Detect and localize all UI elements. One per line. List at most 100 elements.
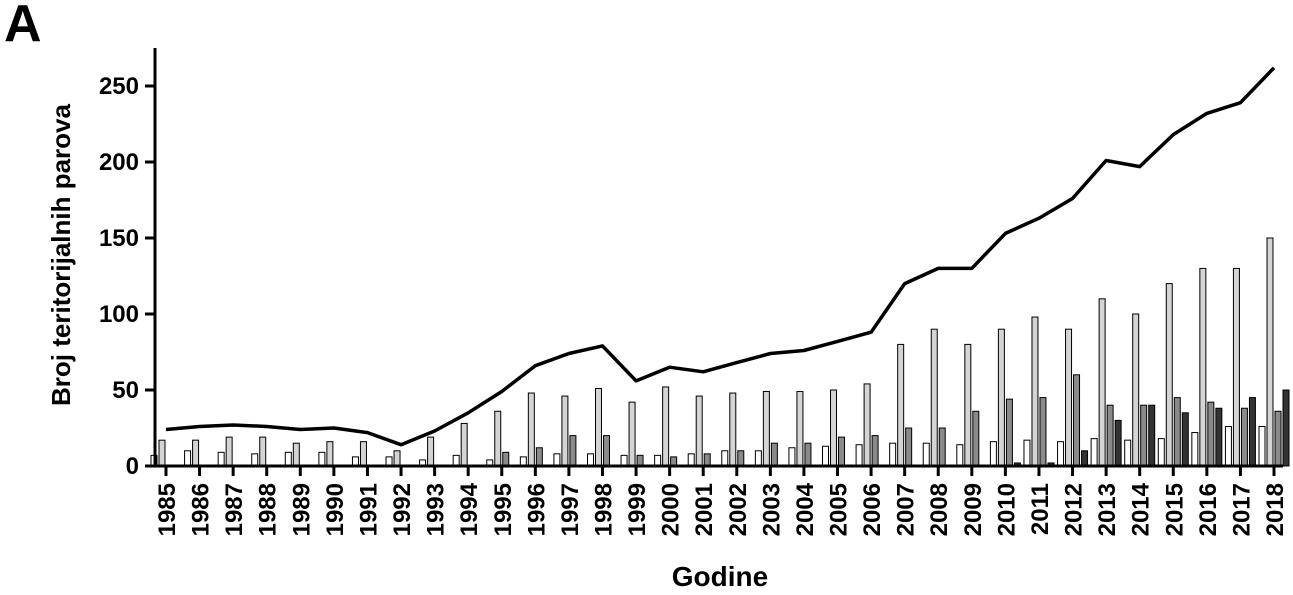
x-tick-label: 1988 (255, 483, 282, 536)
y-tick-label: 0 (126, 453, 139, 480)
bar-series-3-2011 (1039, 397, 1047, 467)
x-tick-label: 2003 (758, 483, 785, 536)
x-tick-label: 2015 (1161, 483, 1188, 536)
bar-series-2-1994 (460, 422, 468, 467)
bar-series-1-2008 (922, 442, 930, 467)
bar-series-1-2007 (889, 442, 897, 467)
x-tick-label: 1986 (188, 483, 215, 536)
bar-series-3-1996 (535, 447, 543, 467)
bar-series-4-2016 (1215, 407, 1223, 467)
bar-series-4-2017 (1248, 397, 1256, 467)
x-tick-label: 2014 (1128, 482, 1155, 536)
bar-series-2-1992 (393, 450, 401, 467)
x-tick-label: 1991 (355, 483, 382, 536)
bar-series-1-1999 (620, 454, 628, 467)
bar-series-1-2006 (855, 444, 863, 467)
bar-series-4-2013 (1114, 419, 1122, 467)
bar-series-2-1995 (494, 410, 502, 467)
y-tick-label: 200 (99, 149, 139, 176)
x-tick-label: 2017 (1228, 483, 1255, 536)
x-tick-label: 1990 (322, 483, 349, 536)
bar-series-1-2014 (1124, 439, 1132, 467)
bar-series-2-2018 (1266, 237, 1274, 467)
bar-series-3-2013 (1106, 404, 1114, 467)
x-tick-label: 2001 (691, 483, 718, 536)
bar-series-3-1998 (602, 435, 610, 467)
bar-series-3-1995 (502, 451, 510, 467)
x-tick-label: 2008 (926, 483, 953, 536)
bar-series-2-1991 (359, 441, 367, 467)
x-tick-label: 2013 (1094, 483, 1121, 536)
x-tick-label: 2000 (658, 483, 685, 536)
x-tick-label: 2009 (960, 483, 987, 536)
bar-series-4-2018 (1282, 389, 1290, 467)
bar-series-2-2008 (930, 328, 938, 467)
bar-series-1-1994 (452, 454, 460, 467)
x-tick-label: 1999 (624, 483, 651, 536)
bar-series-3-2015 (1173, 397, 1181, 467)
bar-series-1-1998 (586, 453, 594, 467)
bar-series-2-2005 (830, 389, 838, 467)
x-tick-label: 1993 (423, 483, 450, 536)
bar-series-2-1999 (628, 401, 636, 467)
bar-series-2-2003 (762, 391, 770, 467)
bar-series-3-1999 (636, 454, 644, 467)
bar-series-2-1996 (527, 392, 535, 467)
bar-series-2-1997 (561, 395, 569, 467)
bar-series-2-2013 (1098, 298, 1106, 467)
bar-series-1-2011 (1023, 439, 1031, 467)
bar-series-2-1990 (326, 441, 334, 467)
bar-series-1-2015 (1157, 438, 1165, 467)
bar-series-4-2015 (1181, 412, 1189, 467)
bar-series-2-2006 (863, 383, 871, 467)
x-tick-label: 1985 (154, 483, 181, 536)
bar-series-1-2003 (754, 450, 762, 467)
bar-series-1-1990 (318, 451, 326, 467)
bar-series-3-2006 (871, 435, 879, 467)
x-tick-label: 1996 (523, 483, 550, 536)
x-tick-label: 2005 (826, 483, 853, 536)
bar-series-3-2008 (938, 427, 946, 467)
bar-series-2-1989 (292, 442, 300, 467)
bar-series-2-2017 (1232, 267, 1240, 467)
x-tick-label: 1998 (590, 483, 617, 536)
x-tick-label: 2011 (1027, 483, 1054, 535)
bar-series-1-2001 (687, 453, 695, 467)
y-tick-label: 100 (99, 301, 139, 328)
x-tick-label: 1987 (221, 483, 248, 536)
x-tick-label: 2016 (1195, 483, 1222, 536)
bar-series-2-2015 (1165, 283, 1173, 467)
bar-series-4-2012 (1081, 450, 1089, 467)
x-tick-label: 1997 (557, 483, 584, 536)
x-tick-label: 2012 (1061, 483, 1088, 536)
bar-series-3-2018 (1274, 410, 1282, 467)
y-tick-label: 150 (99, 225, 139, 252)
bar-series-3-2016 (1207, 401, 1215, 467)
bar-series-2-1998 (594, 387, 602, 467)
bar-series-1-2004 (788, 447, 796, 467)
bar-series-2-2012 (1065, 328, 1073, 467)
bar-series-2-2002 (729, 392, 737, 467)
bar-series-2-1985 (158, 439, 166, 467)
bar-series-2-2007 (897, 343, 905, 467)
bar-series-1-1986 (184, 450, 192, 467)
bar-series-1-2016 (1191, 432, 1199, 467)
x-tick-label: 2007 (893, 483, 920, 536)
bar-series-3-2009 (972, 410, 980, 467)
bar-series-3-2005 (838, 436, 846, 467)
bar-series-3-2010 (1005, 398, 1013, 467)
bar-series-2-2004 (796, 391, 804, 467)
x-tick-label: 1995 (490, 483, 517, 536)
line-layer (165, 66, 1276, 447)
y-tick-label: 250 (99, 73, 139, 100)
bar-series-1-1989 (284, 451, 292, 467)
bars-layer (150, 237, 1290, 467)
bar-series-1-2013 (1090, 438, 1098, 467)
bar-series-3-1997 (569, 435, 577, 467)
panel-label: A (4, 0, 42, 53)
bar-series-2-1986 (192, 439, 200, 467)
bar-series-1-1988 (251, 453, 259, 467)
x-tick-label: 2018 (1262, 483, 1289, 536)
